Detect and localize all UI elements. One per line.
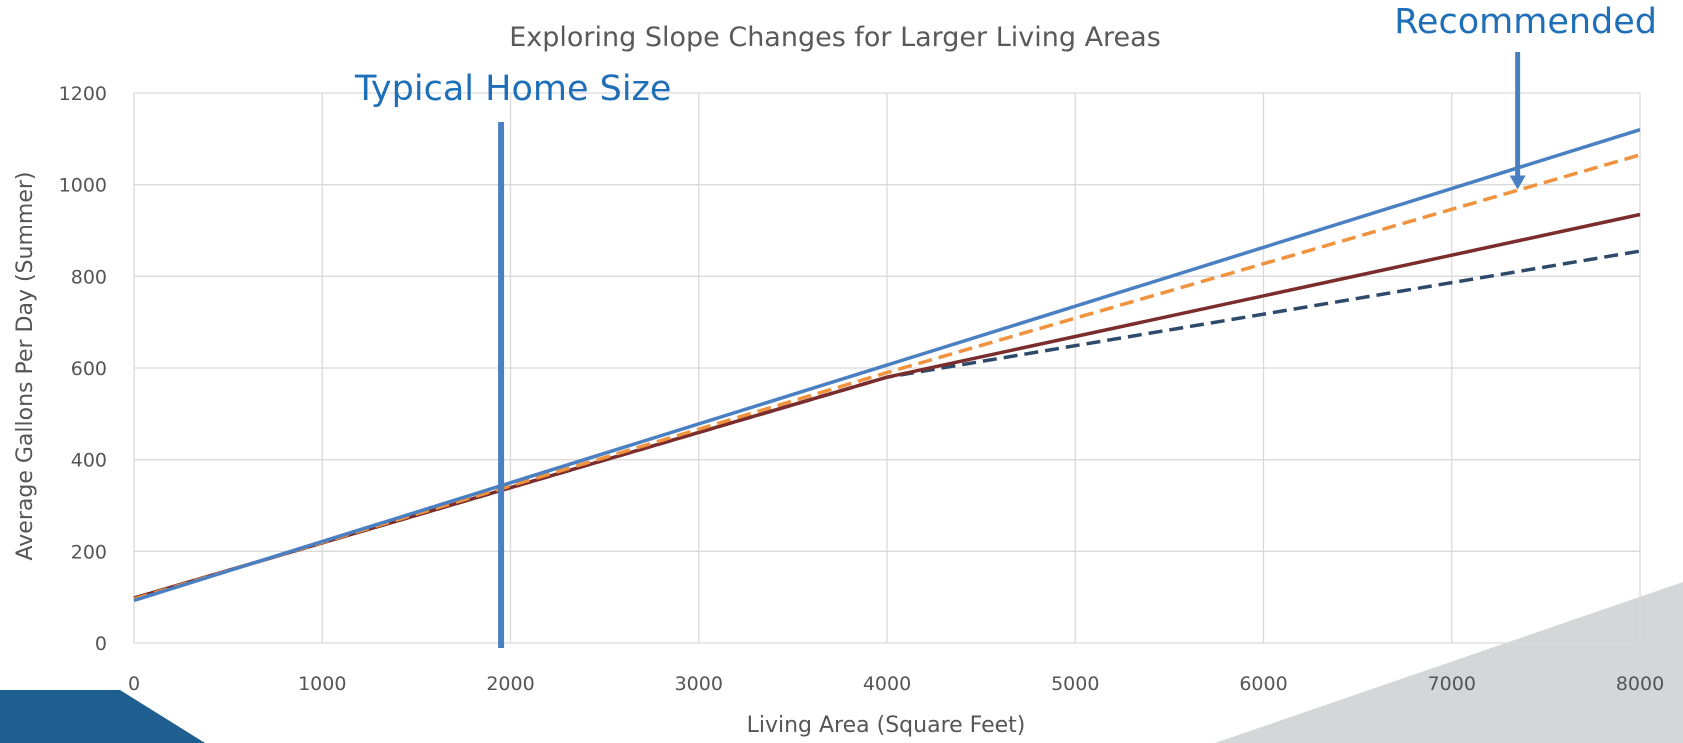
x-tick-label: 5000	[1051, 673, 1099, 695]
y-tick-label: 1000	[59, 175, 107, 197]
annotation-recommended: Recommended	[1394, 2, 1657, 42]
series-layer	[133, 128, 1641, 603]
y-axis-title: Average Gallons Per Day (Summer)	[13, 172, 38, 561]
y-tick-label: 600	[71, 358, 107, 380]
annotation-typical-home-size: Typical Home Size	[354, 69, 671, 109]
x-tick-label: 4000	[863, 673, 911, 695]
x-tick-label: 3000	[675, 673, 723, 695]
recommended-arrow-head	[1509, 175, 1526, 190]
y-tick-label: 400	[71, 450, 107, 472]
y-tick-label: 200	[71, 541, 107, 563]
decorative-corner-blue	[0, 690, 205, 743]
y-tick-label: 1200	[59, 83, 107, 105]
x-tick-label: 0	[128, 673, 140, 695]
series-line-4	[133, 128, 1641, 603]
chart-title: Exploring Slope Changes for Larger Livin…	[509, 22, 1161, 53]
x-tick-label: 2000	[486, 673, 534, 695]
x-tick-label: 1000	[298, 673, 346, 695]
gridlines	[133, 92, 1641, 644]
decorative-corner-gray	[1215, 582, 1683, 743]
y-axis-ticks: 0 200 400 600 800 1000 1200	[59, 83, 107, 655]
x-tick-label: 7000	[1428, 673, 1476, 695]
x-axis-title: Living Area (Square Feet)	[747, 713, 1026, 738]
x-tick-label: 6000	[1239, 673, 1287, 695]
y-tick-label: 0	[95, 633, 107, 655]
y-tick-label: 800	[71, 266, 107, 288]
x-axis-ticks: 0 1000 2000 3000 4000 5000 6000 7000 8000	[128, 673, 1664, 695]
x-tick-label: 8000	[1616, 673, 1664, 695]
annotation-layer	[498, 52, 1526, 648]
